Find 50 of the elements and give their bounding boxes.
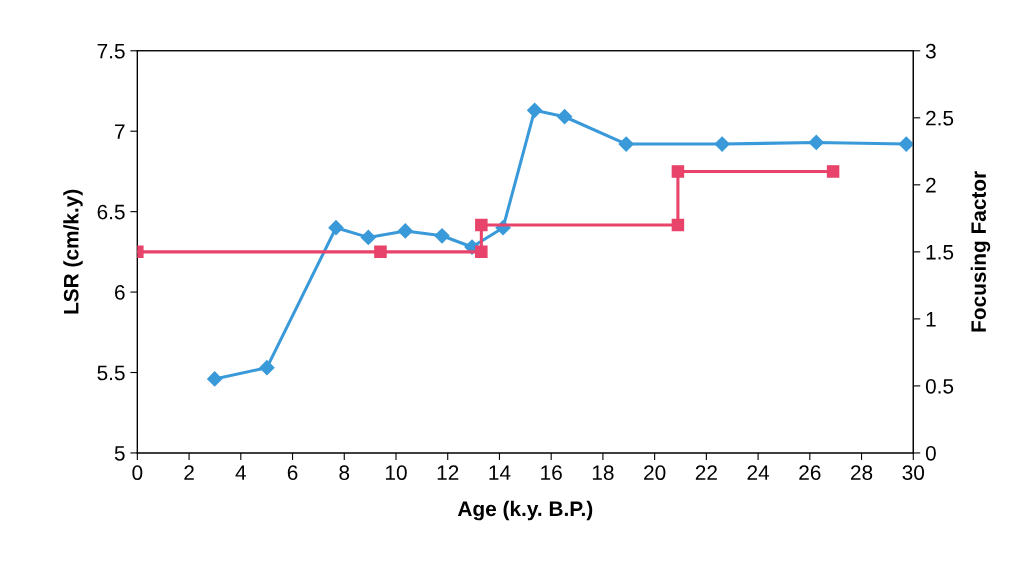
point bbox=[898, 136, 914, 152]
point bbox=[527, 102, 543, 118]
y-tick-label: 5.5 bbox=[97, 365, 125, 381]
x-tick-label: 22 bbox=[695, 465, 717, 480]
y2-tick-label: 2 bbox=[926, 177, 936, 193]
y-tick-label: 7.5 bbox=[97, 43, 125, 59]
point bbox=[374, 245, 387, 259]
point bbox=[808, 134, 824, 151]
point bbox=[360, 229, 376, 245]
point bbox=[475, 218, 488, 232]
point bbox=[259, 360, 275, 376]
point bbox=[434, 228, 450, 244]
x-tick-label: 2 bbox=[184, 465, 194, 480]
y2-axis-title: Focusing Factor bbox=[970, 171, 991, 332]
point bbox=[328, 220, 344, 236]
y2-tick-label: 1.5 bbox=[926, 245, 954, 260]
x-tick-label: 14 bbox=[489, 465, 511, 480]
point bbox=[557, 109, 573, 125]
y2-tick-label: 0 bbox=[925, 445, 936, 461]
y-tick-label: 7 bbox=[115, 124, 125, 139]
x-tick-label: 12 bbox=[437, 465, 459, 480]
x-axis-title: Age (k.y. B.P.) bbox=[457, 500, 593, 521]
y-axis-title: LSR (cm/k.y) bbox=[63, 189, 83, 314]
y2-tick-label: 3 bbox=[925, 43, 936, 59]
y2-tick-label: 2.5 bbox=[926, 110, 954, 126]
x-tick-label: 28 bbox=[851, 465, 873, 481]
y2-tick-label: 1 bbox=[926, 312, 936, 327]
y-tick-label: 6.5 bbox=[97, 204, 125, 220]
x-tick-label: 16 bbox=[541, 465, 562, 481]
x-tick-label: 26 bbox=[799, 465, 821, 481]
x-tick-label: 8 bbox=[339, 465, 350, 481]
point bbox=[618, 136, 634, 152]
x-tick-label: 6 bbox=[287, 465, 298, 481]
y-tick-label: 5 bbox=[114, 446, 125, 461]
point bbox=[207, 371, 223, 387]
x-tick-label: 4 bbox=[235, 465, 246, 480]
x-tick-label: 24 bbox=[747, 465, 770, 480]
point bbox=[397, 223, 413, 239]
y2-tick-label: 0.5 bbox=[925, 378, 954, 394]
point bbox=[475, 245, 488, 259]
x-tick-label: 10 bbox=[385, 465, 407, 481]
point bbox=[714, 136, 730, 152]
x-tick-label: 18 bbox=[592, 465, 614, 481]
x-tick-label: 0 bbox=[132, 465, 143, 481]
point bbox=[671, 218, 685, 232]
point bbox=[826, 165, 840, 178]
y-tick-label: 6 bbox=[115, 285, 125, 300]
x-tick-label: 20 bbox=[644, 465, 666, 481]
point bbox=[671, 165, 685, 178]
x-tick-label: 30 bbox=[902, 465, 925, 481]
